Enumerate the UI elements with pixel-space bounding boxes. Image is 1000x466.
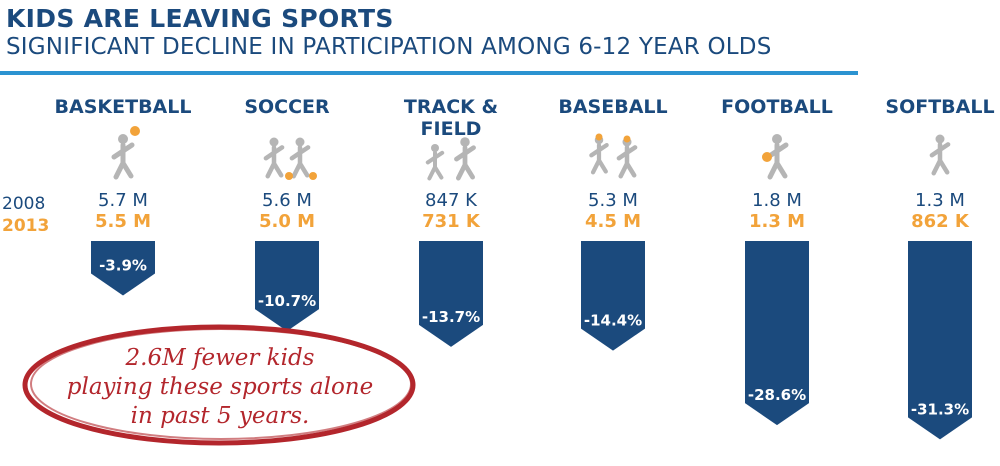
decline-percent-label: -13.7% xyxy=(422,308,480,326)
title-divider xyxy=(0,71,858,75)
value-2008: 5.3 M xyxy=(588,190,638,211)
decline-bar xyxy=(419,241,483,347)
decline-percent-label: -31.3% xyxy=(911,400,969,418)
value-2008: 5.7 M xyxy=(98,190,148,211)
legend-2013: 2013 xyxy=(2,216,50,236)
decline-percent-label: -3.9% xyxy=(99,256,147,274)
sport-name: BASEBALL xyxy=(558,96,668,118)
sport-column: BASKETBALL 5.7 M 5.5 M xyxy=(53,96,193,236)
value-2008: 5.6 M xyxy=(262,190,312,211)
decline-bar xyxy=(255,241,319,332)
decline-bar xyxy=(581,241,645,351)
sport-name: TRACK & FIELD xyxy=(403,96,499,140)
decline-bar xyxy=(91,241,155,296)
sport-name: FOOTBALL xyxy=(721,96,833,118)
value-2013: 4.5 M xyxy=(584,211,642,232)
value-2008: 1.3 M xyxy=(915,190,965,211)
value-2013: 1.3 M xyxy=(748,211,806,232)
sport-column: TRACK & FIELD 847 K 731 K xyxy=(381,96,521,236)
callout-text: 2.6M fewer kids playing these sports alo… xyxy=(34,344,406,431)
sport-name: SOCCER xyxy=(244,96,330,118)
sport-column: SOCCER 5.6 M 5.0 M xyxy=(217,96,357,236)
soccer-players-icon xyxy=(263,137,317,180)
value-2008: 1.8 M xyxy=(752,190,802,211)
legend-2008: 2008 xyxy=(2,194,46,214)
decline-percent-label: -28.6% xyxy=(748,386,806,404)
track-runners-icon xyxy=(425,137,476,181)
chart-subtitle: SIGNIFICANT DECLINE IN PARTICIPATION AMO… xyxy=(6,34,772,60)
callout-line-1: 2.6M fewer kids xyxy=(125,345,315,371)
callout-line-2: playing these sports alone xyxy=(66,374,374,400)
value-2008: 847 K xyxy=(425,190,477,211)
value-2013: 862 K xyxy=(911,211,969,232)
football-player-icon xyxy=(762,134,789,180)
basketball-player-icon xyxy=(111,126,140,180)
sport-name: BASKETBALL xyxy=(54,96,192,118)
value-2013: 5.5 M xyxy=(94,211,152,232)
baseball-players-icon xyxy=(589,133,638,179)
decline-bar xyxy=(745,241,809,426)
decline-percent-label: -14.4% xyxy=(584,312,642,330)
value-2013: 5.0 M xyxy=(258,211,316,232)
callout-line-3: in past 5 years. xyxy=(130,403,310,429)
decline-bar xyxy=(908,241,972,440)
softball-batter-icon xyxy=(929,134,951,176)
sport-column: SOFTBALL 1.3 M 862 K xyxy=(870,96,1000,236)
chart-title: KIDS ARE LEAVING SPORTS xyxy=(6,4,394,33)
sport-name: SOFTBALL xyxy=(885,96,995,118)
callout-oval xyxy=(22,324,416,446)
decline-percent-label: -10.7% xyxy=(258,292,316,310)
value-2013: 731 K xyxy=(422,211,480,232)
sport-column: FOOTBALL 1.8 M 1.3 M xyxy=(707,96,847,236)
sport-column: BASEBALL 5.3 M 4.5 M xyxy=(543,96,683,236)
